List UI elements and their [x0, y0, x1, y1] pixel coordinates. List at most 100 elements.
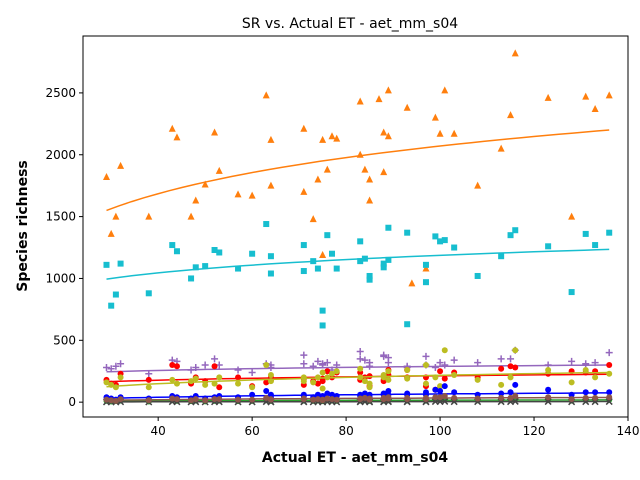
data-point — [333, 134, 341, 142]
trend-line — [106, 392, 610, 400]
data-point — [211, 247, 218, 254]
data-point — [328, 132, 336, 140]
data-point — [300, 351, 308, 359]
data-point — [103, 379, 110, 386]
data-point — [211, 355, 219, 363]
data-point — [262, 91, 270, 99]
data-point — [248, 191, 256, 199]
data-point — [216, 249, 223, 256]
x-tick-label: 120 — [523, 424, 546, 438]
data-point — [436, 359, 444, 367]
data-point — [582, 230, 589, 237]
data-point — [380, 260, 387, 267]
data-point — [474, 272, 481, 279]
data-point — [375, 95, 383, 103]
data-point — [263, 221, 270, 228]
data-point — [145, 290, 152, 297]
data-point — [497, 355, 505, 363]
data-point — [606, 394, 613, 401]
data-point — [211, 363, 218, 370]
data-point — [404, 375, 411, 382]
data-point — [582, 92, 590, 100]
y-tick-label: 0 — [68, 395, 76, 409]
data-point — [145, 212, 153, 220]
data-point — [216, 384, 223, 391]
series-4 — [103, 347, 613, 392]
data-point — [234, 190, 242, 198]
data-point — [592, 242, 599, 249]
data-point — [319, 369, 326, 376]
data-point — [606, 229, 613, 236]
trend-line — [106, 129, 610, 212]
plot-area — [102, 49, 613, 406]
data-point — [173, 133, 181, 141]
data-point — [512, 227, 519, 234]
data-point — [356, 355, 364, 363]
data-point — [309, 362, 317, 370]
data-point — [380, 264, 387, 271]
data-point — [187, 212, 195, 220]
x-tick-label: 40 — [151, 424, 166, 438]
data-point — [366, 384, 373, 391]
trend-line — [106, 371, 610, 388]
data-point — [319, 135, 327, 143]
data-point — [431, 364, 439, 372]
data-point — [211, 128, 219, 136]
data-point — [545, 366, 552, 373]
series-8 — [103, 392, 613, 404]
trend-line — [106, 396, 610, 402]
y-tick-label: 500 — [53, 333, 76, 347]
data-point — [192, 264, 199, 271]
data-point — [235, 374, 242, 381]
data-point — [498, 253, 505, 260]
data-point — [605, 349, 613, 357]
data-point — [361, 165, 369, 173]
data-point — [117, 161, 125, 169]
data-point — [300, 378, 307, 385]
data-point — [202, 263, 209, 270]
plot-frame — [82, 35, 629, 418]
data-point — [168, 124, 176, 132]
data-point — [107, 229, 115, 237]
data-point — [263, 388, 270, 395]
data-point — [568, 379, 575, 386]
data-point — [403, 103, 411, 111]
data-point — [357, 238, 364, 245]
y-tick-label: 2500 — [45, 86, 76, 100]
data-point — [356, 347, 364, 355]
data-point — [201, 361, 209, 369]
data-point — [497, 144, 505, 152]
data-point — [384, 86, 392, 94]
data-point — [173, 248, 180, 255]
data-point — [606, 362, 613, 369]
data-point — [605, 398, 613, 406]
data-point — [507, 389, 514, 396]
data-point — [380, 128, 388, 136]
data-point — [319, 322, 326, 329]
data-point — [422, 264, 430, 272]
data-point — [263, 362, 270, 369]
data-point — [319, 378, 326, 385]
data-point — [441, 86, 449, 94]
data-point — [169, 376, 176, 383]
chart-title: SR vs. Actual ET - aet_mm_s04 — [242, 16, 458, 32]
data-point — [323, 359, 331, 367]
data-point — [188, 275, 195, 282]
data-point — [385, 368, 392, 375]
data-point — [422, 380, 429, 387]
data-point — [474, 359, 482, 367]
data-point — [300, 187, 308, 195]
data-point — [235, 265, 242, 272]
data-point — [319, 307, 326, 314]
data-point — [568, 289, 575, 296]
data-point — [267, 270, 274, 277]
data-point — [404, 366, 411, 373]
data-point — [498, 381, 505, 388]
data-point — [215, 166, 223, 174]
x-tick-label: 80 — [338, 424, 353, 438]
series-1 — [103, 221, 613, 329]
data-point — [329, 370, 336, 377]
data-point — [201, 180, 209, 188]
data-point — [450, 129, 458, 137]
data-point — [606, 389, 613, 396]
